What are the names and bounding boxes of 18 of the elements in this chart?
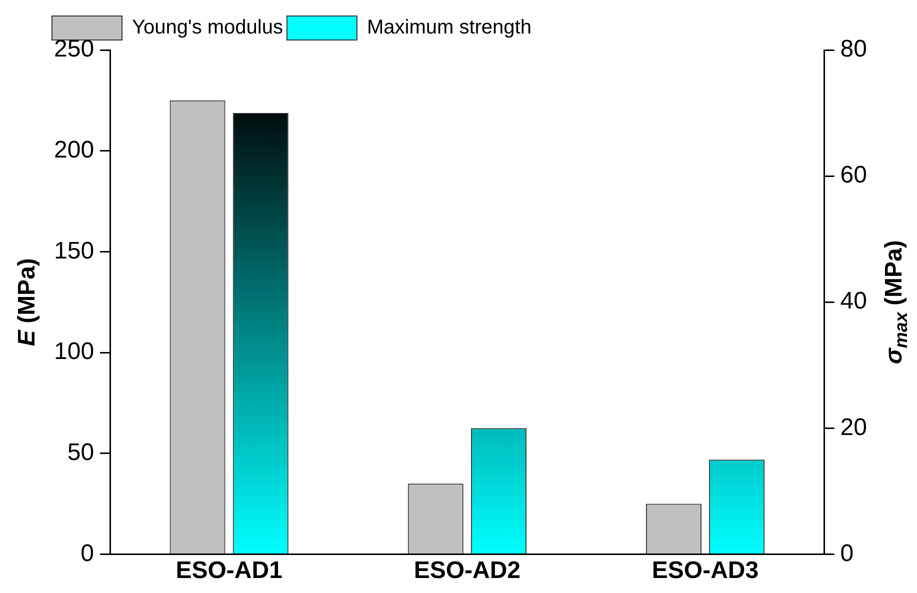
- y-tick-label: 50: [67, 438, 94, 466]
- y2-axis-title: σmax (MPa): [880, 240, 911, 364]
- y-tick-label: 100: [54, 338, 94, 366]
- y2-tick-label: 0: [840, 540, 854, 567]
- x-tick-label: ESO-AD3: [652, 557, 759, 584]
- y-tick-label: 0: [80, 540, 94, 567]
- y2-tick-label: 40: [840, 288, 868, 315]
- y-axis-title: E (MPa): [14, 258, 41, 346]
- legend-label: Young's modulus: [132, 16, 283, 39]
- y-tick-label: 150: [54, 237, 94, 264]
- legend-label: Maximum strength: [366, 16, 532, 39]
- y-tick-label: 250: [54, 36, 94, 63]
- y2-tick-label: 80: [840, 36, 868, 63]
- y2-tick-label: 20: [840, 414, 868, 441]
- y-tick-label: 200: [54, 136, 94, 164]
- y2-tick-label: 60: [840, 162, 868, 189]
- x-tick-label: ESO-AD1: [176, 557, 282, 584]
- x-tick-label: ESO-AD2: [414, 557, 521, 584]
